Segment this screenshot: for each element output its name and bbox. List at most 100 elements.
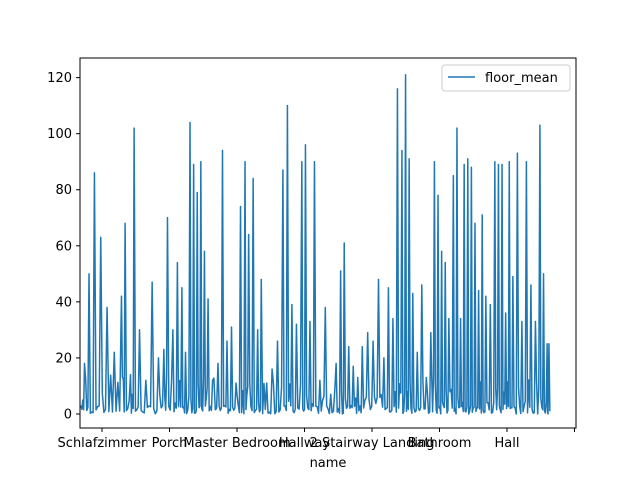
data-point [257, 329, 259, 331]
data-point [421, 284, 423, 286]
data-point [501, 163, 503, 166]
data-point [151, 281, 153, 283]
legend-box [441, 64, 571, 92]
data-point [301, 161, 303, 163]
data-point [189, 121, 191, 124]
data-point [239, 205, 242, 208]
y-tick-label: 40 [55, 295, 72, 310]
data-point [221, 149, 224, 152]
data-point [172, 329, 174, 331]
data-point [163, 348, 165, 351]
data-point [497, 163, 500, 166]
data-point [508, 161, 510, 163]
legend: floor_mean [441, 64, 571, 92]
data-point [244, 161, 246, 163]
data-point [433, 161, 436, 163]
data-point [276, 340, 279, 342]
x-tick-label: Hall [495, 436, 520, 451]
data-point [448, 318, 450, 320]
legend-label: floor_mean [485, 71, 558, 86]
x-tick-label: Bathroom [408, 436, 472, 451]
data-point [203, 250, 206, 253]
data-point [309, 320, 311, 323]
data-point [548, 343, 550, 345]
data-point [100, 236, 102, 238]
data-point [282, 169, 284, 171]
data-point [485, 295, 487, 297]
data-point [319, 379, 321, 381]
data-point [412, 292, 414, 295]
data-point [392, 318, 394, 320]
data-point [530, 284, 532, 286]
data-point [367, 332, 369, 334]
data-point [93, 172, 96, 174]
data-point [226, 340, 228, 342]
data-point [145, 379, 147, 381]
data-point [416, 351, 418, 353]
y-tick-label: 100 [47, 127, 72, 142]
data-point [193, 163, 195, 166]
data-point [230, 326, 233, 328]
data-point [470, 166, 472, 168]
data-point [437, 194, 439, 196]
data-point [200, 161, 202, 163]
data-point [396, 88, 399, 90]
data-point [113, 351, 115, 353]
x-tick-label: Schlafzimmer [58, 436, 148, 451]
data-point [295, 323, 298, 325]
data-point [83, 362, 86, 365]
data-point [266, 382, 268, 384]
data-point [459, 318, 462, 320]
data-point [343, 242, 345, 244]
x-axis-title: name [310, 456, 347, 471]
data-point [124, 222, 126, 224]
x-tick-label: 2 Stairway Landing [310, 436, 435, 451]
data-point [211, 379, 214, 381]
data-point [478, 290, 480, 292]
data-point [489, 304, 491, 306]
data-point [401, 149, 403, 152]
axes-frame [79, 57, 577, 429]
data-point [176, 262, 178, 264]
data-point [330, 393, 332, 395]
data-point [525, 161, 528, 163]
data-point [408, 158, 410, 160]
data-point [252, 177, 254, 180]
data-point [106, 306, 108, 309]
data-point [248, 233, 250, 236]
data-point [207, 298, 209, 300]
y-tick-label: 80 [55, 183, 72, 198]
y-tick-label: 0 [64, 407, 72, 422]
data-point [542, 273, 545, 275]
x-tick-label: Porch [152, 436, 188, 451]
data-point [456, 127, 458, 129]
data-point [260, 278, 262, 281]
data-point [404, 74, 407, 76]
data-point [377, 278, 380, 281]
data-point [133, 127, 135, 129]
data-point [129, 374, 132, 376]
data-point [196, 191, 198, 194]
data-point [474, 222, 476, 224]
data-point [324, 306, 326, 309]
data-point [313, 161, 316, 163]
data-point [120, 295, 123, 297]
data-point [494, 161, 496, 163]
y-tick-label: 120 [47, 71, 72, 86]
data-point [463, 163, 465, 166]
data-point [505, 312, 507, 314]
data-point [444, 262, 446, 264]
data-point [372, 340, 374, 342]
data-point [521, 320, 523, 323]
data-point [425, 376, 427, 379]
data-point [181, 287, 183, 289]
data-point [539, 124, 541, 126]
data-point [512, 276, 514, 278]
data-point [340, 270, 342, 272]
data-point [88, 273, 90, 275]
data-point [286, 105, 289, 107]
data-point [467, 158, 469, 160]
data-point [138, 329, 141, 331]
